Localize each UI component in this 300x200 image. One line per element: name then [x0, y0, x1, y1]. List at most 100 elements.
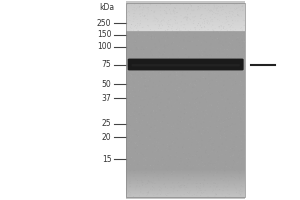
Point [161, 176, 166, 179]
Point [145, 6, 150, 9]
Point [192, 123, 197, 126]
Point [229, 129, 233, 132]
Point [217, 25, 222, 28]
Point [140, 57, 145, 60]
Point [227, 68, 232, 71]
Point [140, 67, 145, 70]
Point [181, 145, 185, 148]
Point [217, 61, 222, 64]
Point [205, 164, 210, 167]
Point [225, 125, 230, 128]
Point [146, 137, 151, 141]
Point [197, 83, 202, 86]
Point [204, 41, 209, 44]
Point [226, 15, 231, 18]
Point [156, 78, 161, 82]
Point [172, 184, 176, 187]
Point [182, 90, 187, 94]
Point [200, 43, 205, 47]
Point [236, 179, 241, 182]
Point [182, 167, 187, 170]
Point [142, 91, 146, 94]
Point [234, 135, 239, 138]
Point [128, 92, 133, 95]
Point [176, 119, 181, 122]
Point [228, 167, 233, 170]
Point [194, 108, 199, 112]
Point [192, 114, 197, 117]
Point [126, 146, 130, 149]
Point [167, 140, 172, 143]
Point [189, 130, 194, 134]
Point [227, 37, 232, 40]
Point [194, 98, 198, 102]
Point [165, 98, 170, 102]
Point [179, 24, 184, 27]
Point [242, 184, 247, 187]
Point [149, 126, 154, 129]
Point [213, 109, 218, 113]
Point [169, 173, 174, 176]
Point [199, 94, 204, 97]
Point [229, 82, 234, 86]
Point [233, 168, 238, 171]
Point [168, 134, 172, 137]
Point [190, 137, 195, 140]
Point [134, 59, 139, 62]
Point [194, 116, 199, 119]
Point [161, 114, 166, 117]
Point [177, 59, 182, 63]
Point [145, 156, 149, 159]
Point [191, 36, 196, 39]
Point [214, 12, 218, 15]
Point [208, 71, 212, 74]
Point [161, 174, 166, 178]
Point [183, 97, 188, 101]
Point [182, 163, 187, 166]
Point [242, 40, 247, 44]
Point [199, 165, 203, 169]
Point [183, 35, 188, 39]
Point [208, 172, 213, 175]
Point [182, 125, 187, 128]
Point [200, 51, 205, 54]
Point [184, 103, 189, 107]
Point [142, 154, 146, 157]
Point [167, 23, 172, 26]
Point [205, 76, 210, 79]
Point [202, 178, 207, 182]
Point [152, 140, 157, 143]
Point [190, 15, 195, 19]
Point [129, 4, 134, 7]
Point [129, 114, 134, 117]
Point [140, 66, 144, 69]
Point [215, 171, 220, 174]
Point [188, 98, 192, 101]
Point [145, 105, 150, 108]
Point [132, 129, 137, 132]
Point [141, 82, 146, 86]
Point [128, 180, 133, 184]
Point [208, 71, 213, 74]
Point [205, 54, 210, 57]
Point [156, 105, 161, 109]
Point [223, 28, 227, 31]
Point [195, 68, 200, 71]
Point [167, 31, 171, 34]
Point [224, 135, 229, 138]
Point [207, 131, 212, 134]
Point [194, 79, 199, 82]
Point [188, 40, 193, 43]
Point [160, 24, 165, 27]
Point [220, 93, 224, 96]
Point [143, 166, 148, 169]
Point [197, 170, 202, 173]
Point [145, 120, 150, 123]
Point [168, 157, 172, 160]
Point [200, 27, 204, 31]
Point [147, 128, 152, 131]
Point [231, 152, 236, 156]
Point [153, 126, 158, 130]
Point [160, 112, 165, 115]
Point [218, 74, 223, 78]
